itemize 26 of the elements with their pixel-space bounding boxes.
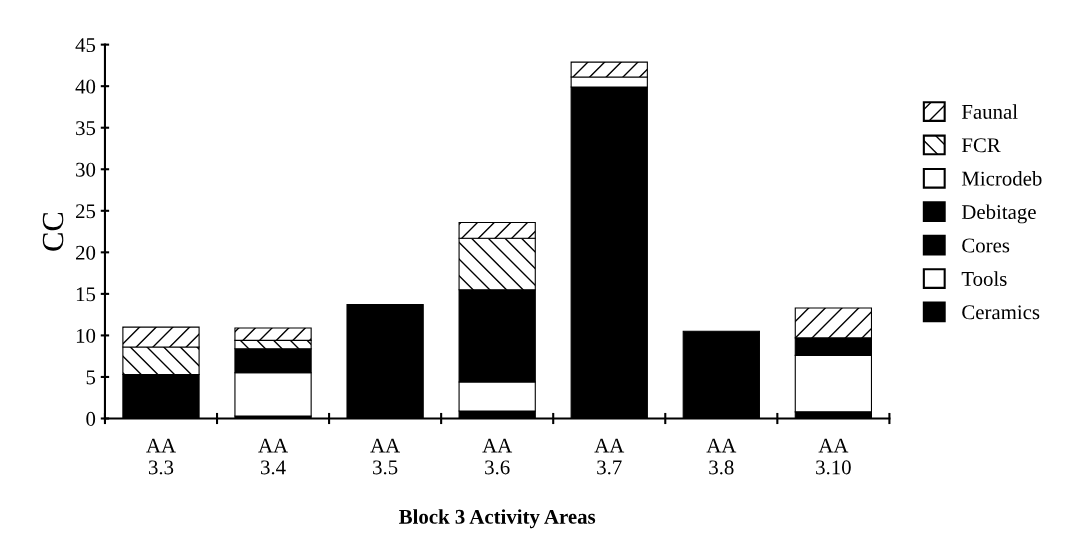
x-tick-label: AA 3.7 bbox=[594, 438, 625, 475]
legend-label: Cores bbox=[962, 238, 1010, 253]
x-tick-label: AA 3.6 bbox=[482, 438, 513, 475]
legend-label: Ceramics bbox=[962, 305, 1040, 320]
y-tick-label: 40 bbox=[75, 79, 96, 94]
legend-label: Tools bbox=[961, 271, 1007, 286]
legend-label: FCR bbox=[961, 138, 1001, 153]
legend-label: Faunal bbox=[961, 104, 1018, 119]
legend-label: Debitage bbox=[961, 204, 1036, 224]
x-axis-title: Block 3 Activity Areas bbox=[399, 509, 596, 529]
y-tick-label: 45 bbox=[75, 38, 96, 53]
y-tick-label: 30 bbox=[76, 162, 96, 177]
legend-label: Microdeb bbox=[961, 171, 1042, 186]
x-tick-label: AA 3.8 bbox=[706, 438, 737, 475]
y-tick-label: 25 bbox=[76, 204, 96, 219]
y-tick-label: 35 bbox=[76, 121, 96, 136]
x-tick-label: AA 3.4 bbox=[258, 438, 288, 475]
y-tick-label: 10 bbox=[76, 328, 96, 343]
y-tick-label: 15 bbox=[76, 287, 96, 302]
y-tick-label: 20 bbox=[76, 245, 96, 260]
y-tick-label: 5 bbox=[86, 370, 96, 385]
x-tick-label: AA 3.3 bbox=[146, 438, 176, 475]
x-tick-label: AA 3.5 bbox=[370, 438, 401, 475]
x-tick-label: AA 3.10 bbox=[816, 438, 851, 475]
y-axis-title: CC bbox=[42, 212, 64, 251]
y-tick-label: 0 bbox=[86, 411, 96, 426]
